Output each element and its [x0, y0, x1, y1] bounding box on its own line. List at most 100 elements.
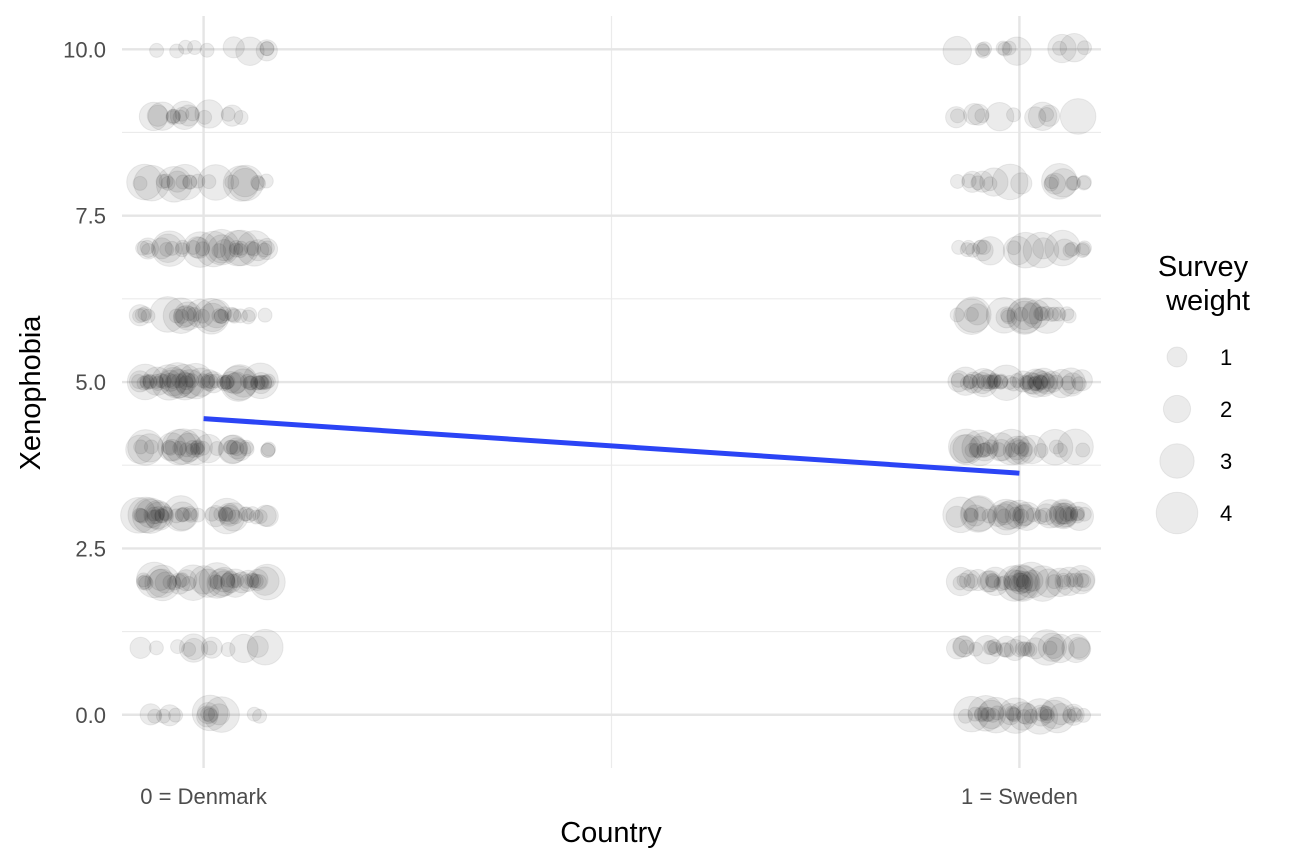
data-point [182, 637, 206, 661]
data-point [126, 363, 164, 401]
data-point [988, 641, 1004, 657]
data-point [990, 438, 1013, 462]
data-point [208, 497, 246, 535]
data-point [135, 240, 151, 256]
data-point [232, 308, 248, 324]
data-point [1054, 502, 1077, 525]
data-point [1018, 374, 1034, 390]
data-point [200, 706, 216, 722]
data-point [174, 242, 190, 258]
data-point [1048, 168, 1078, 198]
data-point [1045, 505, 1068, 529]
data-point [242, 362, 279, 400]
data-point [253, 374, 269, 390]
data-point [1063, 572, 1079, 588]
data-point [966, 568, 989, 592]
y-tick-label: 5.0 [75, 370, 106, 395]
data-point [218, 502, 249, 532]
data-point [221, 104, 244, 127]
data-point [147, 568, 177, 598]
data-point [211, 243, 227, 259]
data-point [985, 575, 1001, 591]
data-point [1060, 375, 1076, 391]
data-point [1076, 40, 1092, 56]
data-point [1059, 98, 1097, 135]
data-point [136, 375, 152, 391]
data-point [953, 695, 990, 733]
data-point [1046, 368, 1077, 399]
data-point [961, 173, 977, 189]
data-point [1006, 297, 1044, 334]
data-point [977, 570, 1000, 593]
data-point [120, 497, 157, 534]
data-point [1027, 369, 1050, 392]
data-point [1006, 707, 1022, 723]
data-point [233, 110, 249, 126]
data-point [219, 371, 243, 394]
data-point [983, 640, 999, 656]
data-point [165, 374, 181, 390]
data-point [1014, 641, 1030, 657]
data-point [212, 570, 235, 593]
data-point [1071, 376, 1087, 392]
data-point [1062, 708, 1078, 724]
data-point [1022, 231, 1060, 269]
data-point [1047, 306, 1063, 322]
data-point [168, 308, 184, 324]
data-point [150, 237, 173, 260]
data-point [133, 164, 170, 202]
data-point [175, 569, 198, 592]
data-point [194, 308, 210, 324]
data-point [975, 369, 999, 392]
legend-key-label: 2 [1220, 397, 1232, 422]
data-point [178, 633, 209, 663]
data-point [993, 576, 1009, 592]
data-point [251, 176, 267, 192]
data-point [237, 569, 260, 592]
data-point [199, 374, 215, 390]
data-point [133, 439, 149, 455]
data-point [1007, 435, 1038, 465]
data-point [1036, 428, 1074, 466]
regression-layer [203, 416, 1020, 476]
data-point [192, 297, 230, 335]
data-point [979, 706, 995, 722]
data-point [1039, 306, 1055, 322]
data-point [963, 374, 979, 390]
data-point [961, 170, 984, 193]
data-point [233, 240, 249, 256]
data-point [1056, 367, 1086, 397]
data-point [219, 374, 235, 390]
data-point [154, 508, 170, 524]
data-point [226, 439, 242, 455]
data-point [239, 373, 255, 389]
data-point [1039, 706, 1055, 722]
data-point [955, 296, 992, 333]
data-point [1029, 367, 1059, 398]
data-point [1011, 439, 1027, 455]
data-point [167, 501, 197, 531]
data-point [959, 375, 975, 391]
y-tick-label: 2.5 [75, 536, 106, 561]
data-point [228, 239, 244, 255]
data-point [168, 508, 184, 524]
data-point [248, 573, 264, 589]
data-point [138, 101, 169, 132]
data-point [146, 104, 169, 127]
data-point [1002, 564, 1040, 601]
data-point [245, 506, 261, 522]
data-point [193, 433, 224, 464]
data-point [1014, 503, 1037, 526]
data-point [213, 308, 229, 324]
data-point [971, 239, 994, 262]
data-point [1007, 569, 1030, 592]
data-point [160, 175, 176, 191]
data-point [1022, 372, 1045, 395]
data-point [190, 442, 206, 458]
legend-key-circle [1166, 346, 1188, 368]
data-point [174, 507, 190, 523]
data-point [1001, 374, 1017, 390]
data-point [143, 499, 173, 530]
data-point [144, 564, 181, 602]
data-point [952, 575, 968, 591]
